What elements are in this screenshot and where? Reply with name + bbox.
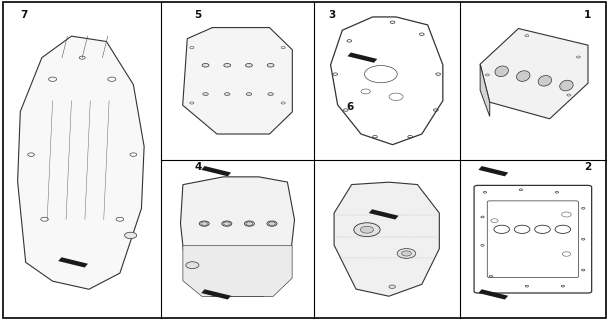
Circle shape [244,221,255,226]
Text: 5: 5 [194,10,202,20]
Polygon shape [183,28,292,134]
Polygon shape [334,182,439,296]
Polygon shape [479,166,508,176]
Circle shape [268,93,273,96]
Circle shape [354,223,380,236]
Polygon shape [183,246,292,296]
Polygon shape [479,289,508,300]
Ellipse shape [516,71,530,81]
Circle shape [389,285,395,288]
Circle shape [224,63,231,67]
Circle shape [202,63,209,67]
Circle shape [245,63,252,67]
Polygon shape [180,177,295,296]
Polygon shape [369,209,398,220]
Text: 7: 7 [21,10,28,20]
Polygon shape [480,28,588,119]
Circle shape [224,222,230,225]
Circle shape [222,221,232,226]
Text: 6: 6 [347,102,354,112]
Polygon shape [202,289,231,300]
Circle shape [186,262,199,268]
Circle shape [269,222,275,225]
Ellipse shape [560,80,573,91]
Ellipse shape [495,66,509,76]
Polygon shape [202,166,231,176]
Circle shape [246,93,252,96]
Polygon shape [58,257,88,268]
Text: 3: 3 [328,10,336,20]
Polygon shape [18,36,144,289]
Circle shape [246,222,253,225]
Circle shape [397,249,416,258]
Circle shape [203,93,208,96]
Circle shape [199,221,209,226]
Circle shape [401,251,412,256]
Circle shape [225,93,230,96]
Text: 4: 4 [194,162,202,172]
Text: 1: 1 [584,10,591,20]
Circle shape [267,63,274,67]
Text: 2: 2 [584,162,591,172]
Circle shape [267,221,277,226]
Circle shape [125,232,137,239]
Ellipse shape [538,76,552,86]
Polygon shape [348,52,377,63]
Circle shape [361,226,373,233]
Circle shape [201,222,208,225]
Polygon shape [480,64,490,116]
